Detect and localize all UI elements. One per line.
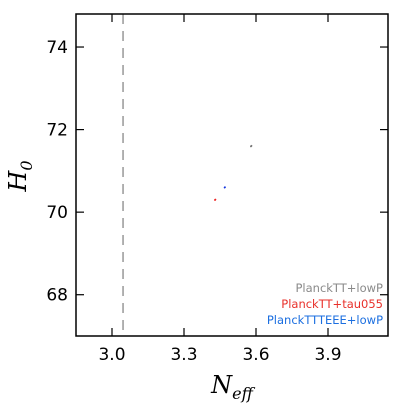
legend-entry: PlanckTT+tau055 (281, 297, 383, 311)
legend-entry: PlanckTT+lowP (295, 281, 383, 295)
contour-layer (214, 144, 253, 201)
legend-entry: PlanckTTTEEE+lowP (267, 313, 383, 327)
contour-68-grey (250, 145, 253, 148)
y-axis-label: H0 (4, 160, 36, 192)
plot-background (76, 14, 388, 336)
y-axis-label-subscript: 0 (17, 160, 36, 170)
x-tick-label: 3.3 (170, 345, 197, 365)
y-tick-label: 72 (46, 121, 68, 141)
plot-frame (75, 13, 389, 337)
x-tick-label: 3.9 (314, 345, 341, 365)
y-tick-label: 68 (46, 286, 68, 306)
y-tick-label: 70 (46, 203, 68, 223)
x-axis-label-subscript: eff (232, 384, 255, 403)
legend: PlanckTT+lowP PlanckTT+tau055 PlanckTTTEEE… (267, 281, 383, 327)
y-tick-label: 74 (46, 38, 68, 58)
tick-layer: 3.0 3.3 3.6 3.9 68 70 72 74 (46, 14, 388, 365)
x-axis-label: Neff (210, 371, 255, 403)
x-tick-label: 3.0 (98, 345, 125, 365)
x-tick-label: 3.6 (242, 345, 269, 365)
